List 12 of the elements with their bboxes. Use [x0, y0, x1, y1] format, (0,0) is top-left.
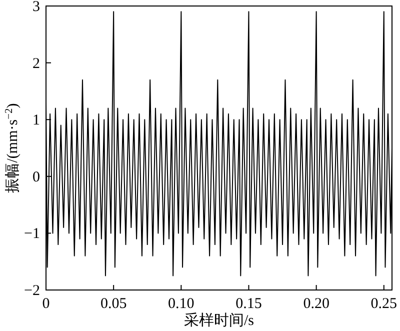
- x-tick-label: 0.25: [370, 296, 398, 312]
- y-tick-label: 2: [32, 56, 40, 72]
- y-tick-label: 0: [32, 169, 40, 186]
- x-tick-label: 0.10: [168, 296, 194, 312]
- x-tick-label: 0.05: [100, 296, 127, 312]
- x-axis-title: 采样时间/s: [184, 312, 254, 329]
- x-tick-label: 0.20: [303, 296, 330, 312]
- x-tick-label: 0.15: [236, 296, 262, 312]
- y-tick-label: 3: [32, 0, 40, 15]
- y-tick-label: −1: [24, 226, 40, 242]
- y-tick-label: −2: [24, 283, 40, 299]
- y-tick-label: 1: [32, 112, 40, 129]
